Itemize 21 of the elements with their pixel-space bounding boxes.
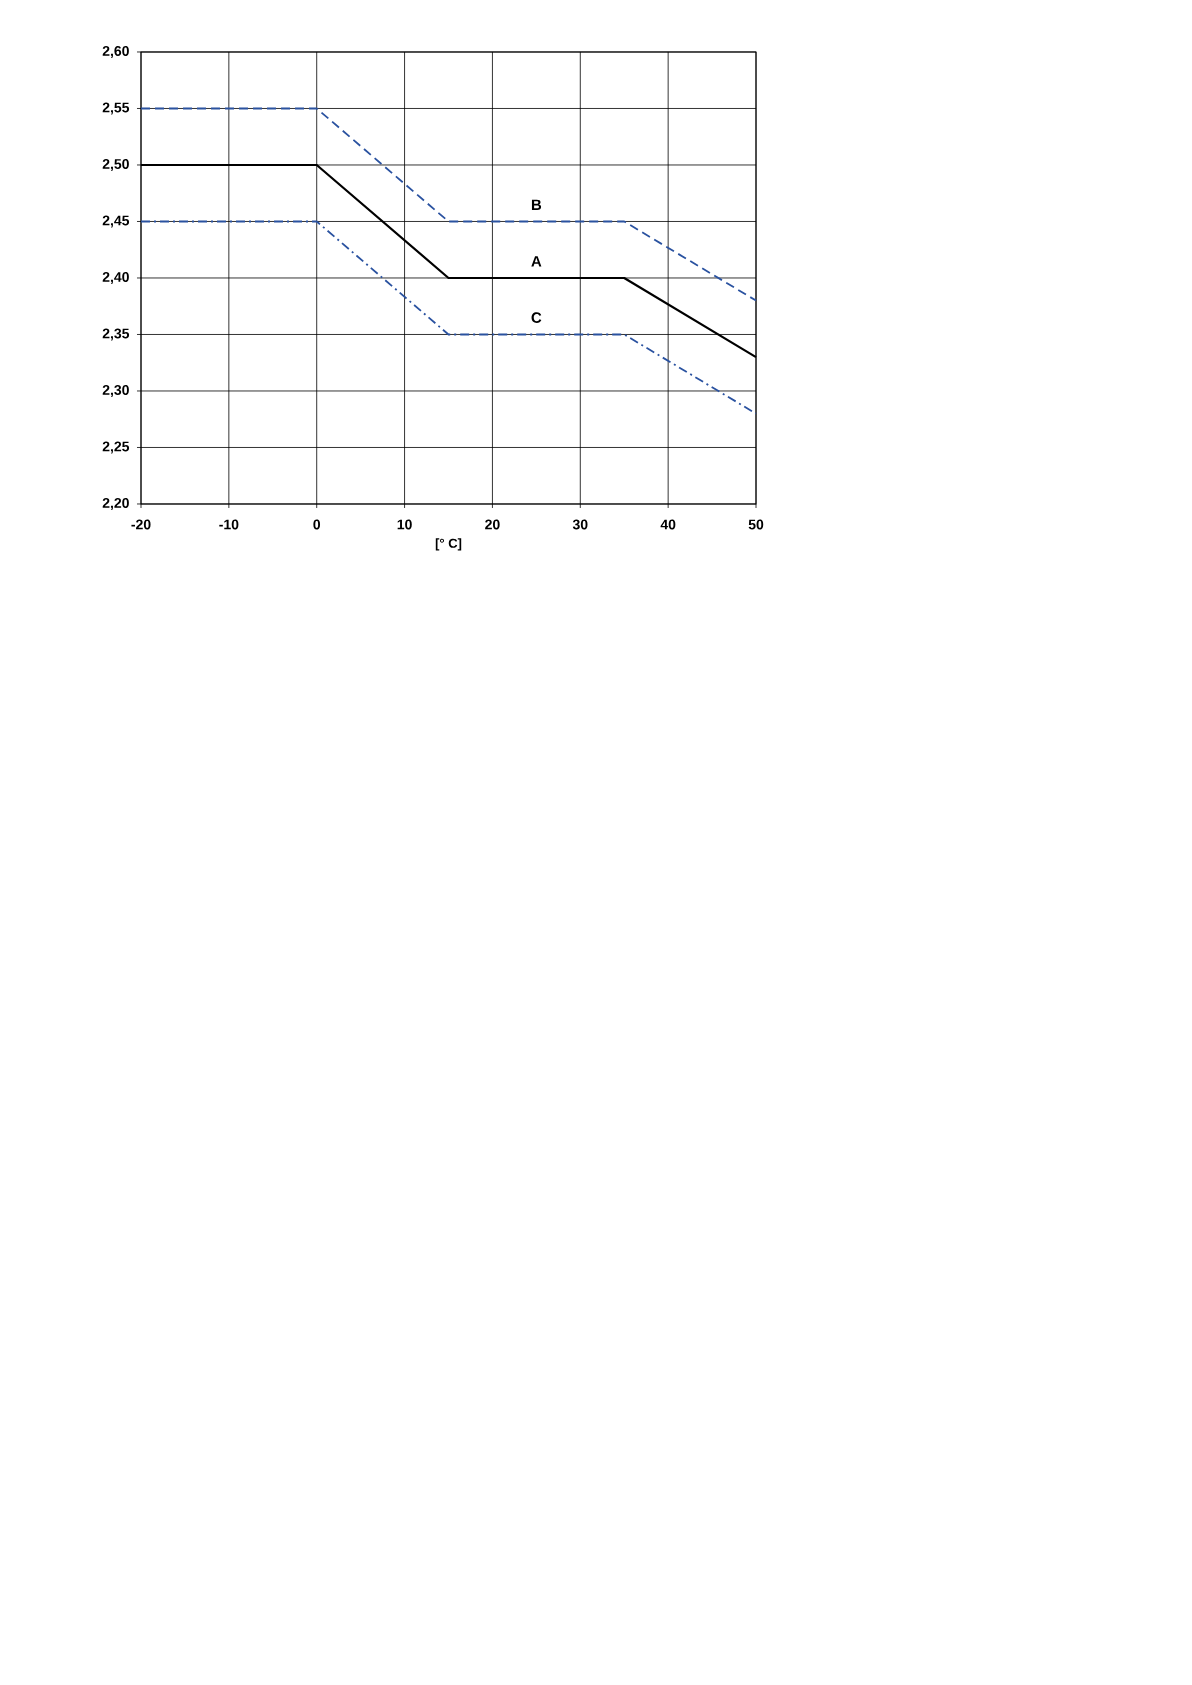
x-tick-label: 0 — [313, 519, 321, 530]
y-tick-label: 2,45 — [102, 215, 130, 228]
x-tick-label: -20 — [131, 519, 151, 530]
y-tick-label: 2,25 — [102, 441, 130, 454]
series-label: A — [531, 256, 542, 267]
y-tick-label: 2,55 — [102, 102, 130, 115]
x-axis-title: [° C] — [435, 538, 462, 551]
y-tick-label: 2,60 — [102, 46, 129, 58]
x-tick-label: 20 — [485, 519, 500, 530]
y-tick-label: 2,35 — [102, 328, 130, 341]
y-tick-label: 2,30 — [102, 385, 129, 397]
y-tick-label: 2,40 — [102, 272, 129, 284]
series-label: B — [531, 199, 542, 210]
x-tick-label: 50 — [748, 519, 764, 530]
y-tick-label: 2,50 — [102, 159, 129, 171]
x-tick-label: 40 — [660, 519, 676, 530]
x-tick-label: 30 — [572, 519, 588, 530]
x-tick-label: 10 — [397, 519, 412, 530]
series-label: C — [531, 312, 542, 323]
x-tick-label: -10 — [219, 519, 239, 530]
y-tick-label: 2,20 — [102, 498, 129, 510]
